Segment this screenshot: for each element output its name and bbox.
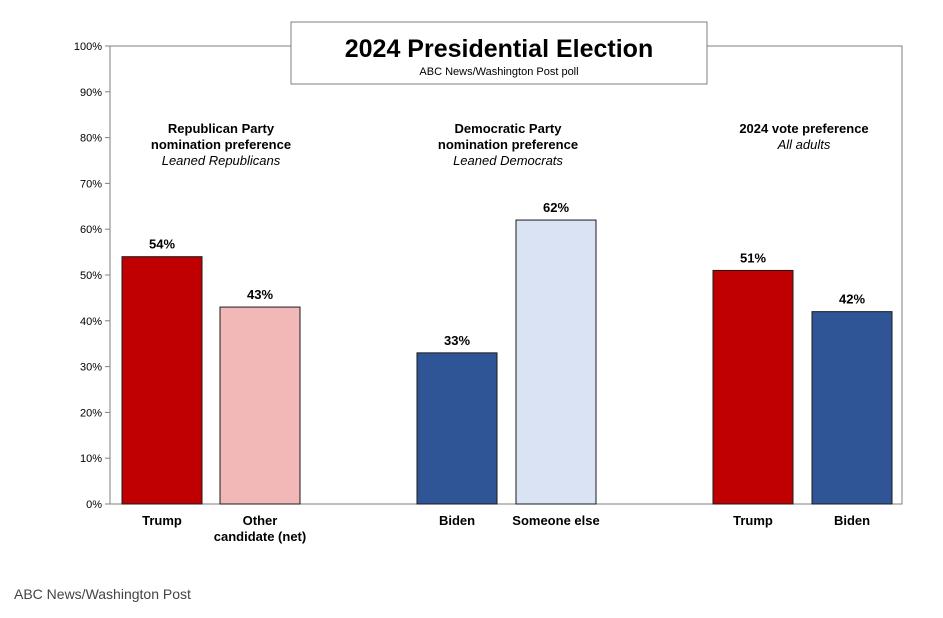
chart-subtitle: ABC News/Washington Post poll — [419, 66, 578, 78]
category-label: candidate (net) — [214, 529, 306, 544]
group-heading: Republican Party — [168, 121, 275, 136]
y-tick-label: 90% — [80, 87, 102, 99]
bar-value-label: 54% — [149, 237, 175, 252]
source-credit: ABC News/Washington Post — [14, 586, 191, 602]
group-subheading: All adults — [777, 137, 831, 152]
y-tick-label: 70% — [80, 178, 102, 190]
bar — [712, 269, 794, 505]
group-heading: nomination preference — [438, 137, 578, 152]
chart-title: 2024 Presidential Election — [345, 35, 653, 63]
bar-value-label: 43% — [247, 287, 273, 302]
category-label: Biden — [439, 513, 475, 528]
bars-layer — [121, 219, 893, 505]
group-heading: 2024 vote preference — [739, 121, 868, 136]
group-heading: nomination preference — [151, 137, 291, 152]
y-axis: 100% 90% 80% 70% 60% 50% 40% 30% 20% 10% 0% — [74, 41, 110, 511]
category-label: Other — [243, 513, 278, 528]
bar — [811, 311, 893, 505]
y-tick-label: 60% — [80, 224, 102, 236]
y-tick-label: 30% — [80, 362, 102, 374]
bar-value-label: 51% — [740, 250, 766, 265]
bar — [416, 352, 498, 505]
y-tick-label: 50% — [80, 270, 102, 282]
group-subheading: Leaned Republicans — [162, 153, 281, 168]
y-tick-label: 0% — [86, 499, 102, 511]
bar-value-label: 42% — [839, 292, 865, 307]
group-subheading: Leaned Democrats — [453, 153, 563, 168]
bar-value-label: 62% — [543, 200, 569, 215]
bar — [515, 219, 597, 505]
category-label: Someone else — [512, 513, 599, 528]
group-heading: Democratic Party — [455, 121, 563, 136]
election-chart: 100% 90% 80% 70% 60% 50% 40% 30% 20% 10% 0% Republ… — [74, 21, 903, 544]
y-tick-label: 20% — [80, 407, 102, 419]
y-tick-label: 10% — [80, 453, 102, 465]
bar — [121, 256, 203, 505]
y-tick-label: 100% — [74, 41, 102, 53]
category-label: Trump — [142, 513, 182, 528]
y-tick-label: 80% — [80, 133, 102, 145]
category-label: Biden — [834, 513, 870, 528]
category-label: Trump — [733, 513, 773, 528]
title-box — [290, 21, 708, 85]
y-tick-label: 40% — [80, 316, 102, 328]
bar-value-label: 33% — [444, 333, 470, 348]
bar — [219, 306, 301, 505]
